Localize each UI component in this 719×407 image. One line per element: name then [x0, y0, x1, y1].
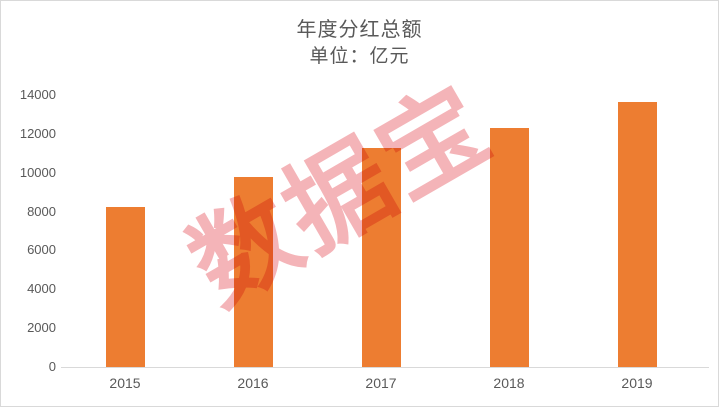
bar-2015	[105, 206, 145, 367]
y-tick-8000: 8000	[27, 203, 56, 219]
x-label-2019: 2019	[621, 375, 653, 391]
bar-2017	[361, 148, 401, 367]
y-tick-6000: 6000	[27, 242, 56, 258]
y-tick-2000: 2000	[27, 320, 56, 336]
y-tick-12000: 12000	[19, 125, 56, 141]
y-tick-10000: 10000	[19, 164, 56, 180]
x-label-2018: 2018	[493, 375, 525, 391]
x-axis-line	[61, 367, 709, 368]
y-tick-0: 0	[48, 359, 56, 374]
chart-title: 年度分红总额	[296, 19, 423, 41]
x-label-2017: 2017	[365, 375, 397, 391]
y-tick-14000: 14000	[19, 87, 56, 102]
x-label-2016: 2016	[237, 375, 269, 391]
chart-subtitle: 单位：亿元	[309, 46, 410, 67]
bar-2018	[489, 128, 529, 367]
y-tick-4000: 4000	[27, 281, 56, 297]
bar-2019	[617, 101, 657, 367]
bar-2016	[233, 176, 273, 367]
x-label-2015: 2015	[109, 375, 141, 391]
